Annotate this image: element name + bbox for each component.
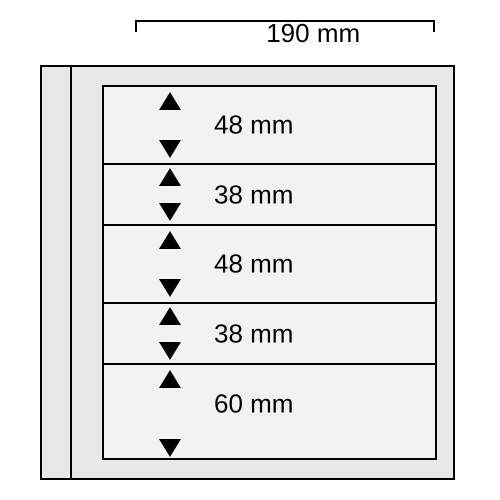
arrow-down-icon bbox=[159, 439, 181, 457]
arrow-up-icon bbox=[159, 92, 181, 110]
width-label: 190 mm bbox=[266, 18, 360, 49]
row-height-label: 48 mm bbox=[214, 249, 293, 280]
width-tick-right bbox=[433, 20, 435, 32]
arrow-down-icon bbox=[159, 342, 181, 360]
arrow-down-icon bbox=[159, 140, 181, 158]
strip-row: 60 mm bbox=[104, 365, 435, 462]
row-height-label: 38 mm bbox=[214, 318, 293, 349]
page-outline: 48 mm 38 mm 48 mm 38 mm 60 mm bbox=[40, 65, 455, 480]
arrow-up-icon bbox=[159, 370, 181, 388]
row-height-label: 48 mm bbox=[214, 110, 293, 141]
width-tick-left bbox=[135, 20, 137, 32]
diagram-canvas: 190 mm 48 mm 38 mm 48 mm 38 mm 60 mm bbox=[40, 20, 460, 480]
arrow-up-icon bbox=[159, 307, 181, 325]
arrow-down-icon bbox=[159, 279, 181, 297]
strip-row: 38 mm bbox=[104, 304, 435, 365]
binding-margin bbox=[42, 67, 72, 478]
arrow-up-icon bbox=[159, 231, 181, 249]
strip-row: 38 mm bbox=[104, 165, 435, 226]
width-dimension: 190 mm bbox=[135, 20, 435, 50]
strip-row: 48 mm bbox=[104, 226, 435, 304]
row-height-label: 60 mm bbox=[214, 388, 293, 419]
strip-row: 48 mm bbox=[104, 87, 435, 165]
arrow-down-icon bbox=[159, 203, 181, 221]
arrow-up-icon bbox=[159, 168, 181, 186]
inner-panel: 48 mm 38 mm 48 mm 38 mm 60 mm bbox=[102, 85, 437, 460]
row-height-label: 38 mm bbox=[214, 179, 293, 210]
